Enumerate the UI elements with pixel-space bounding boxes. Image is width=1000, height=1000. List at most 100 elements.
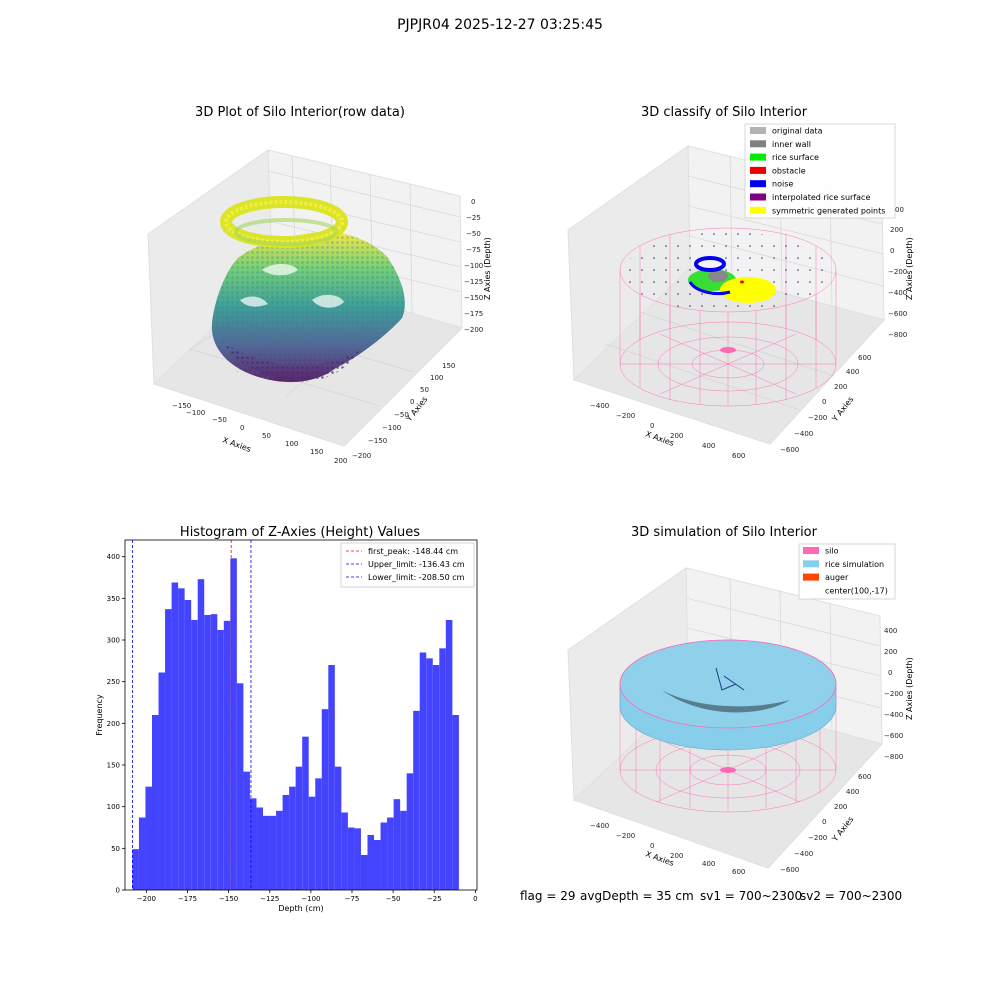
histogram-bar [315,778,322,890]
histogram-bars [132,558,459,890]
panel1-xlabel: X Axies [221,435,252,454]
panel4-legend-swatch [803,547,819,554]
panel1-z-tick: −50 [466,230,481,238]
panel2-y-tick: 400 [846,368,859,376]
figure-suptitle: PJPJR04 2025-12-27 03:25:45 [397,17,603,33]
histogram-y-tick: 100 [107,803,120,811]
panel4-y-tick: 400 [846,788,859,796]
panel4-z-tick: 0 [888,669,892,677]
histogram-x-tick: −100 [301,895,320,903]
histogram-bar [145,786,152,890]
status-sv1: sv1 = 700~2300 [700,889,803,903]
panel2-noise-ring [694,256,726,272]
panel2-y-tick: −600 [780,446,799,454]
panel2-y-tick: −200 [808,414,827,422]
panel1-y-tick: −100 [382,424,401,432]
panel2-pane-floor [573,267,885,445]
panel2-legend-swatch [750,193,766,201]
histogram-bar [178,588,185,890]
panel1-z-tick: −125 [464,278,483,286]
panel2-legend-label: symmetric generated points [772,206,885,215]
panel2-y-ticks: −600 −400 −200 0 200 400 600 [780,354,871,454]
panel4-legend-swatch [803,573,819,581]
panel2-title: 3D classify of Silo Interior [641,105,808,120]
histogram-y-tick: 50 [111,845,120,853]
panel4-x-tick: −400 [590,822,609,830]
panel2-legend-swatch [750,127,766,134]
histogram-bar [276,810,283,890]
panel4-legend-label: center(100,-17) [825,586,888,595]
histogram-x-ticks: −200 −175 −150 −125 −100 −75 −50 −25 0 [137,890,478,903]
histogram-bar [249,798,257,890]
panel1-y-tick: −50 [394,411,409,419]
panel-classify-3d: 3D classify of Silo Interior [567,105,914,460]
histogram-bar [308,796,316,890]
histogram-y-tick: 250 [107,678,120,686]
panel2-legend-swatch [750,180,766,188]
panel2-legend-label: noise [772,180,793,189]
panel2-x-tick: 0 [650,422,654,430]
histogram-bar [354,828,361,890]
panel4-legend-swatch [803,560,819,568]
panel1-z-tick: 0 [471,198,475,206]
panel1-cloud-bottom [222,340,360,382]
panel4-z-tick: −400 [884,711,903,719]
panel2-x-tick: 600 [732,452,745,460]
histogram-bar [236,683,244,890]
panel2-legend-box [744,123,896,219]
histogram-bar [223,620,231,890]
panel1-x-tick: −150 [172,402,191,410]
histogram-bar [171,582,179,890]
panel1-z-tick: −175 [464,310,483,318]
histogram-legend-label: Lower_limit: -208.50 cm [368,573,465,582]
histogram-legend: first_peak: -148.44 cm Upper_limit: -136.… [340,542,475,588]
histogram-bar [321,709,329,890]
histogram-bar [439,648,446,890]
panel2-z-tick: −600 [888,310,907,318]
panel2-legend-swatch [750,140,766,148]
histogram-bar [419,652,427,890]
panel2-noise-edge [688,281,731,296]
histogram-bar [230,558,237,890]
panel1-y-tick: 50 [420,386,429,394]
histogram-y-tick: 400 [107,553,120,561]
histogram-y-ticks: 0 50 100 150 200 250 300 350 400 [107,553,125,895]
panel4-rice-top [619,639,837,729]
panel1-z-tick: −25 [466,214,481,222]
panel4-y-tick: 200 [834,803,847,811]
panel4-x-ticks: −400 −200 0 200 400 600 [590,822,745,876]
panel1-y-tick: 150 [442,362,455,370]
histogram-bar [413,710,420,890]
panel1-z-ticks: 0 −25 −50 −75 −100 −125 −150 −175 −200 [464,198,483,334]
histogram-bar [138,817,146,890]
panel2-z-ticks: 00 200 0 −200 −400 −600 −800 [888,206,907,339]
histogram-bar [184,600,192,890]
panel2-y-tick: 0 [822,398,826,406]
panel-raw-3d: 3D Plot of Silo Interior(row data) −150 … [147,105,492,465]
panel1-zlabel: Z Axies (Depth) [483,237,492,300]
histogram-bar [445,620,453,890]
histogram-x-tick: −125 [260,895,279,903]
panel1-y-tick: −200 [352,452,371,460]
panel4-z-tick: −600 [884,732,903,740]
histogram-bar [191,620,198,890]
panel1-x-tick: −50 [212,416,227,424]
panel1-z-tick: −200 [464,326,483,334]
panel2-legend: original data inner wall rice surface obsta… [744,123,896,219]
histogram-bar [380,822,388,890]
histogram-bar [256,807,264,890]
histogram-bar [393,799,401,890]
panel1-x-tick: 0 [240,424,244,432]
panel1-rim-ring-inner [224,200,344,244]
panel2-legend-label: obstacle [772,166,806,175]
panel2-x-tick: −400 [590,402,609,410]
panel2-x-tick: −200 [616,412,635,420]
panel3-title: Histogram of Z-Axies (Height) Values [180,525,420,540]
panel1-x-ticks: −150 −100 −50 0 50 100 150 200 [172,402,347,465]
histogram-bar [132,849,139,890]
histogram-bar [452,715,459,890]
histogram-x-tick: −75 [345,895,360,903]
panel1-x-tick: 100 [285,440,298,448]
panel1-ylabel: Y Axies [404,395,430,424]
